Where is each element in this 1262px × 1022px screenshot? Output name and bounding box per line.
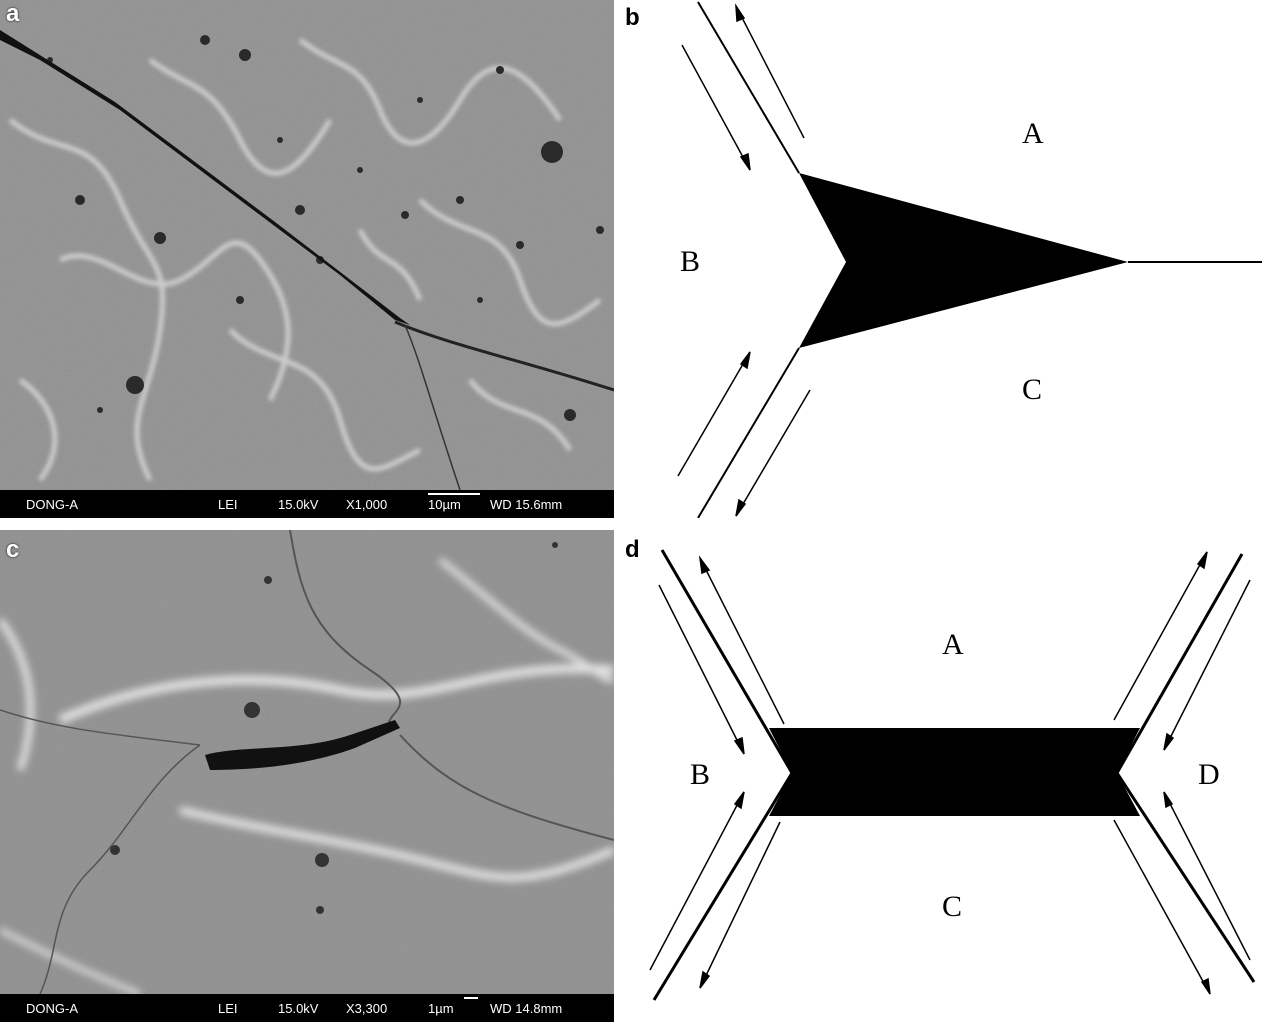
panel-label-a: a bbox=[6, 0, 20, 27]
infobar-wd: WD 14.8mm bbox=[490, 1001, 563, 1016]
diagram-d: A B C D bbox=[649, 549, 1256, 1001]
grain-boundary bbox=[697, 347, 800, 518]
infobar-magnification: X3,300 bbox=[346, 1001, 388, 1016]
grain-label-d: D bbox=[1198, 758, 1220, 791]
crack-c bbox=[205, 720, 400, 770]
diagram-b: A B C bbox=[677, 1, 1262, 518]
scale-bar bbox=[428, 493, 480, 495]
pores-c bbox=[110, 542, 558, 914]
infobar-scale: 1µm bbox=[428, 1001, 454, 1016]
infobar-detector: LEI bbox=[218, 1001, 238, 1016]
grain-boundaries-d bbox=[652, 549, 1256, 1001]
sem-texture-a bbox=[0, 0, 614, 490]
infobar-wd: WD 15.6mm bbox=[490, 497, 563, 512]
shear-arrows-b bbox=[677, 3, 811, 517]
infobar-operator: DONG-A bbox=[26, 497, 78, 512]
crack-a bbox=[0, 30, 410, 325]
wedge-b bbox=[799, 173, 1128, 348]
panel-label-c: c bbox=[6, 536, 20, 563]
grain-label-a: A bbox=[1022, 117, 1044, 150]
infobar-detector: LEI bbox=[218, 497, 238, 512]
grain-boundary bbox=[697, 1, 800, 174]
scale-bar bbox=[464, 997, 478, 999]
infobar-voltage: 15.0kV bbox=[278, 1001, 319, 1016]
sem-image-a: DONG-A LEI 15.0kV X1,000 10µm WD 15.6mm bbox=[0, 0, 614, 518]
sem-texture-c bbox=[0, 530, 614, 994]
infobar-scale: 10µm bbox=[428, 497, 461, 512]
infobar-magnification: X1,000 bbox=[346, 497, 388, 512]
grain-label-b: B bbox=[680, 245, 700, 278]
pores-a bbox=[47, 35, 604, 421]
infobar-voltage: 15.0kV bbox=[278, 497, 319, 512]
grain-label-a: A bbox=[942, 628, 964, 661]
shear-arrows-d bbox=[649, 551, 1251, 995]
grain-label-b: B bbox=[690, 758, 710, 791]
grain-label-c: C bbox=[1022, 373, 1042, 406]
grain-label-c: C bbox=[942, 890, 962, 923]
sem-infobar-c: DONG-A LEI 15.0kV X3,300 1µm WD 14.8mm bbox=[0, 994, 614, 1022]
band-d bbox=[769, 728, 1140, 816]
infobar-operator: DONG-A bbox=[26, 1001, 78, 1016]
panel-label-d: d bbox=[625, 536, 640, 563]
sem-image-c: DONG-A LEI 15.0kV X3,300 1µm WD 14.8mm bbox=[0, 530, 614, 1022]
sem-infobar-a: DONG-A LEI 15.0kV X1,000 10µm WD 15.6mm bbox=[0, 490, 614, 518]
panel-label-b: b bbox=[625, 4, 640, 31]
